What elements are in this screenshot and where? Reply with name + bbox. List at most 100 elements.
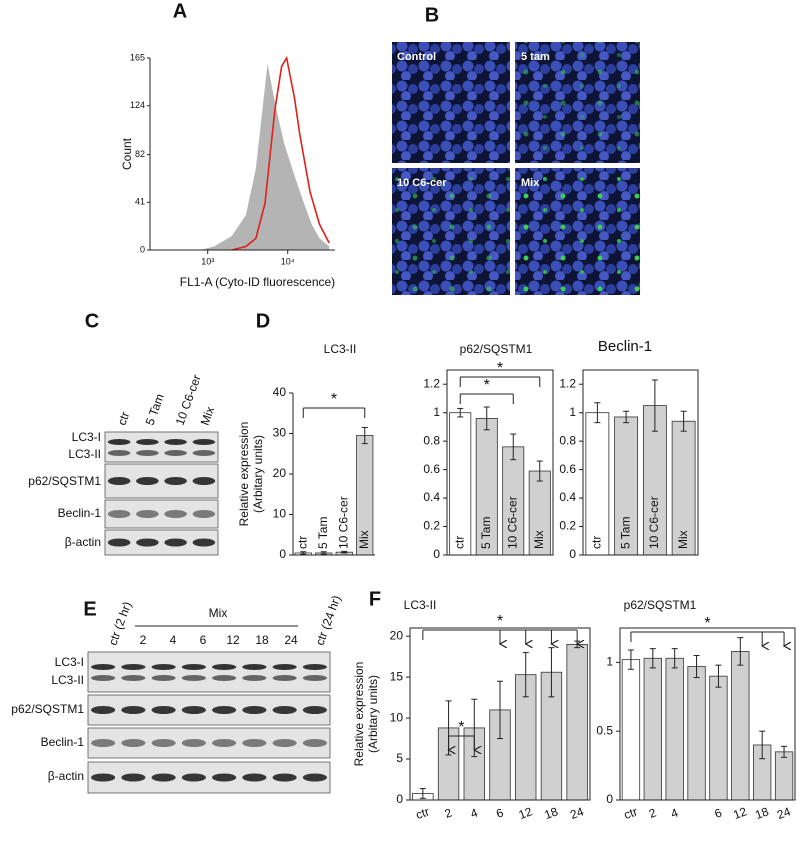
blot-band [136, 477, 159, 485]
y-axis-label: Count [120, 137, 134, 170]
x-tick-label: ctr [590, 536, 604, 549]
y-tick-label: 1 [569, 405, 576, 419]
y-tick-label: 0 [433, 547, 440, 561]
blot-band [272, 773, 297, 782]
blot-band [136, 538, 159, 547]
y-tick-label: 20 [273, 466, 287, 480]
bar [621, 659, 641, 801]
significance-star: * [331, 391, 337, 408]
bar [566, 643, 588, 801]
y-tick-label: 0.6 [423, 462, 440, 476]
blot-band [121, 706, 146, 714]
y-tick-label: 30 [273, 426, 287, 440]
lane-label: Mix [198, 405, 218, 427]
chart-title: Beclin-1 [598, 338, 652, 355]
blot-band [192, 439, 216, 445]
y-tick-label: 0 [140, 244, 145, 254]
panel-label: B [425, 4, 439, 26]
y-tick-label: 0.8 [423, 433, 440, 447]
bar [687, 666, 706, 801]
x-tick-label: 10³ [201, 256, 214, 266]
blot-band [181, 675, 206, 681]
blot-band [107, 538, 131, 547]
y-tick-label: 0.2 [423, 519, 440, 533]
significance-star: * [458, 719, 464, 736]
blot-band [302, 739, 327, 747]
y-tick-label: 40 [273, 385, 287, 399]
x-tick-label: 5 Tam [479, 517, 493, 549]
blot-band [302, 664, 327, 670]
blot-band [164, 439, 187, 445]
y-tick-label: 0.8 [559, 433, 576, 447]
panel-label: D [256, 310, 270, 332]
y-tick-label: 0 [396, 792, 403, 806]
x-tick-label: Mix [357, 530, 371, 549]
blot-band [107, 477, 131, 485]
blot-band [272, 706, 297, 714]
x-tick-label: 6 [494, 805, 505, 821]
y-tick-label: 0.4 [559, 490, 576, 504]
blot-band [91, 773, 116, 782]
blot-band [151, 706, 176, 714]
x-tick-label: ctr [622, 804, 639, 822]
blot-band [107, 439, 131, 445]
blot-band [212, 706, 237, 714]
blot-row-label: β-actin [65, 535, 101, 549]
blot-band [192, 450, 216, 456]
blot-band [242, 706, 267, 714]
plot-frame [582, 369, 699, 556]
lane-label: ctr (2 hr) [106, 600, 135, 647]
blot-strip [104, 431, 219, 463]
chart-title: LC3-II [404, 598, 437, 612]
blot-band [242, 675, 267, 681]
image-label: Control [397, 51, 436, 63]
blot-band [121, 739, 146, 747]
x-tick-label: 10 C6-cer [505, 496, 519, 549]
x-tick-label: Mix [532, 530, 546, 549]
y-tick-label: 82 [135, 149, 145, 159]
y-tick-label: 0.6 [559, 462, 576, 476]
y-tick-label: 0.2 [559, 519, 576, 533]
lane-label: 4 [170, 633, 177, 647]
blot-row-label: LC3-I [55, 655, 84, 669]
blot-band [121, 664, 146, 670]
bar [709, 675, 728, 801]
blot-strip [87, 651, 331, 693]
blot-band [91, 664, 116, 670]
blot-band [302, 706, 327, 714]
blot-band [151, 773, 176, 782]
panel-label: F [369, 588, 381, 610]
significance-star: * [704, 615, 710, 632]
chart-title: p62/SQSTM1 [460, 342, 533, 356]
micrographs: Control 5 tam 10 C6-cer Mix [392, 42, 640, 295]
chart-title: p62/SQSTM1 [624, 598, 697, 612]
blot-band [151, 675, 176, 681]
image-tile [392, 42, 510, 163]
y-tick-label: 1.2 [559, 376, 576, 390]
y-tick-label: 0 [569, 547, 576, 561]
blot-row-label: β-actin [48, 769, 84, 783]
bar [665, 657, 684, 801]
blot-band [136, 450, 159, 456]
y-tick-label: 0 [279, 547, 286, 561]
x-tick-label: 10 C6-cer [336, 496, 350, 549]
y-tick-label: 41 [135, 197, 145, 207]
blot-band [192, 538, 216, 547]
bar [585, 412, 610, 556]
x-tick-label: 2 [443, 805, 454, 821]
blot-band [91, 739, 116, 747]
y-axis-label: Relative expression [237, 422, 251, 527]
blot-band [136, 439, 159, 445]
y-axis-label: (Arbitary units) [251, 435, 265, 513]
blot-band [272, 739, 297, 747]
y-axis-label: (Arbitary units) [366, 675, 380, 753]
bar [643, 657, 662, 801]
blot-band [181, 664, 206, 670]
x-tick-label: 18 [753, 804, 771, 822]
x-tick-label: 6 [713, 805, 724, 821]
blot-row-label: p62/SQSTM1 [11, 702, 84, 716]
blot-row-label: LC3-I [72, 430, 101, 444]
lane-label: 24 [284, 633, 298, 647]
x-tick-label: 2 [647, 805, 658, 821]
blot-band [192, 477, 216, 485]
